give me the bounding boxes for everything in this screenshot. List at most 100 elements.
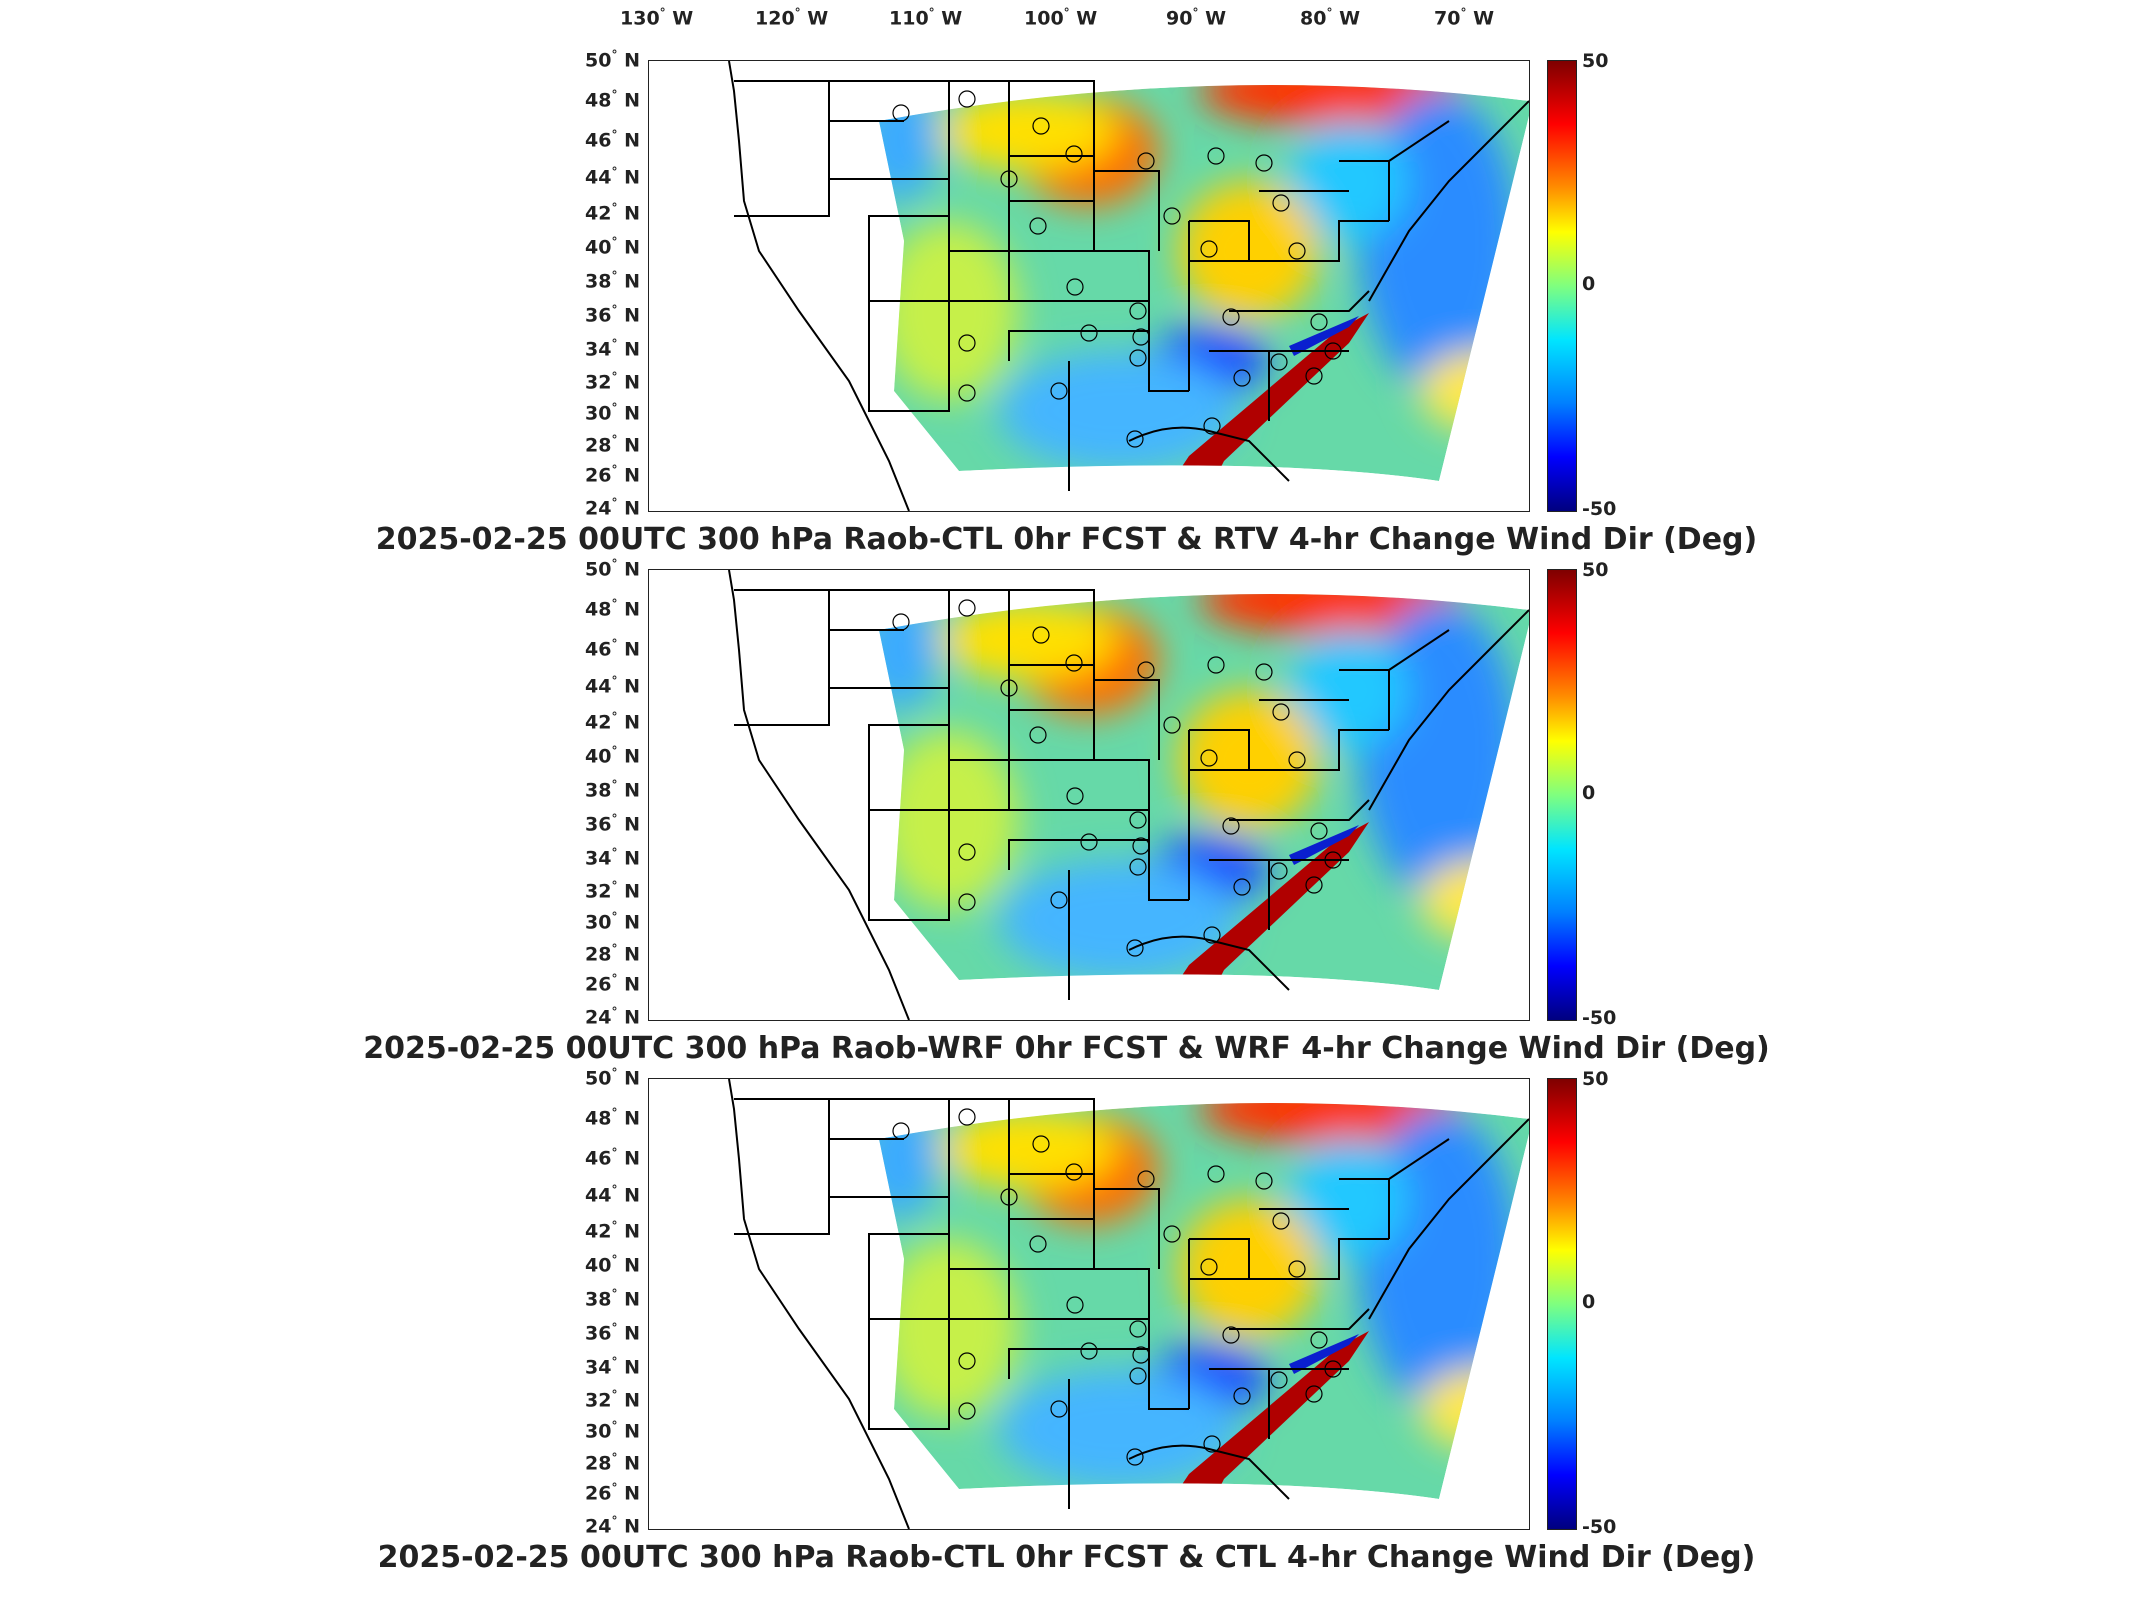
raob-station-marker — [1233, 369, 1251, 387]
panel-title: 2025-02-25 00UTC 300 hPa Raob-WRF 0hr FC… — [363, 1031, 1770, 1066]
raob-station-marker — [1029, 217, 1047, 235]
raob-station-marker — [958, 893, 976, 911]
raob-station-marker — [1126, 430, 1144, 448]
raob-station-marker — [1305, 367, 1323, 385]
raob-station-marker — [892, 104, 910, 122]
raob-station-marker — [1029, 1235, 1047, 1253]
raob-station-marker — [958, 1402, 976, 1420]
lat-label-42n: 42° N — [585, 1219, 640, 1243]
lat-label-30n: 30° N — [585, 1419, 640, 1443]
lat-label-32n: 32° N — [585, 879, 640, 903]
lat-label-30n: 30° N — [585, 910, 640, 934]
lat-label-34n: 34° N — [585, 846, 640, 870]
raob-station-marker — [1050, 382, 1068, 400]
raob-station-marker — [1129, 1367, 1147, 1385]
raob-station-marker — [1129, 349, 1147, 367]
lat-label-34n: 34° N — [585, 1355, 640, 1379]
wind-field-map — [728, 1079, 1529, 1529]
lat-label-46n: 46° N — [585, 637, 640, 661]
raob-station-marker — [1324, 342, 1342, 360]
east-coastline — [1128, 100, 1529, 482]
raob-station-marker — [1310, 822, 1328, 840]
raob-station-marker — [1065, 654, 1083, 672]
lat-label-36n: 36° N — [585, 812, 640, 836]
colorbar-mid-label: 0 — [1582, 273, 1596, 295]
raob-station-marker — [1132, 1346, 1150, 1364]
colorbar-min-label: -50 — [1582, 1516, 1617, 1538]
lat-label-38n: 38° N — [585, 778, 640, 802]
panel-title: 2025-02-25 00UTC 300 hPa Raob-CTL 0hr FC… — [377, 1540, 1756, 1575]
lon-label-90w: 90° W — [1166, 6, 1227, 30]
raob-station-marker — [1126, 1448, 1144, 1466]
raob-station-marker — [958, 1108, 976, 1126]
colorbar-mid-label: 0 — [1582, 782, 1596, 804]
raob-station-marker — [1222, 817, 1240, 835]
colorbar-mid-label: 0 — [1582, 1291, 1596, 1313]
lat-label-50n: 50° N — [585, 1066, 640, 1090]
raob-station-marker — [1029, 726, 1047, 744]
raob-station-marker — [1207, 147, 1225, 165]
lon-label-120w: 120° W — [755, 6, 829, 30]
lat-label-48n: 48° N — [585, 597, 640, 621]
lat-label-26n: 26° N — [585, 972, 640, 996]
wind-field-map — [728, 570, 1529, 1020]
lat-label-28n: 28° N — [585, 1451, 640, 1475]
lat-label-44n: 44° N — [585, 165, 640, 189]
raob-station-marker — [1222, 308, 1240, 326]
raob-station-marker — [1132, 328, 1150, 346]
raob-station-marker — [1270, 862, 1288, 880]
colorbar — [1547, 60, 1577, 512]
lat-label-26n: 26° N — [585, 463, 640, 487]
raob-station-marker — [1310, 313, 1328, 331]
raob-station-marker — [1129, 858, 1147, 876]
state-boundaries — [734, 1098, 1450, 1509]
lat-label-24n: 24° N — [585, 1005, 640, 1029]
raob-station-marker — [1255, 663, 1273, 681]
lat-label-40n: 40° N — [585, 235, 640, 259]
wind-direction-field — [879, 1103, 1529, 1499]
raob-station-marker — [1129, 811, 1147, 829]
map-area — [648, 569, 1530, 1021]
raob-station-marker — [1324, 851, 1342, 869]
lon-label-100w: 100° W — [1024, 6, 1098, 30]
raob-station-marker — [1200, 240, 1218, 258]
raob-station-marker — [1305, 876, 1323, 894]
colorbar-max-label: 50 — [1582, 50, 1609, 72]
west-coastline — [728, 570, 910, 1020]
lat-label-24n: 24° N — [585, 496, 640, 520]
lon-label-70w: 70° W — [1434, 6, 1495, 30]
lat-label-40n: 40° N — [585, 1253, 640, 1277]
wind-field-map — [728, 61, 1529, 511]
east-coastline — [1128, 1118, 1529, 1500]
raob-station-marker — [1000, 170, 1018, 188]
raob-station-marker — [1032, 1135, 1050, 1153]
raob-station-marker — [958, 334, 976, 352]
raob-station-marker — [1080, 1342, 1098, 1360]
raob-station-marker — [1080, 833, 1098, 851]
lat-label-40n: 40° N — [585, 744, 640, 768]
colorbar-max-label: 50 — [1582, 559, 1609, 581]
raob-station-marker — [1000, 679, 1018, 697]
raob-station-marker — [1200, 1258, 1218, 1276]
raob-station-marker — [1137, 1170, 1155, 1188]
lon-label-110w: 110° W — [889, 6, 963, 30]
lat-label-28n: 28° N — [585, 942, 640, 966]
lon-label-130w: 130° W — [620, 6, 694, 30]
raob-station-marker — [1080, 324, 1098, 342]
raob-station-marker — [1000, 1188, 1018, 1206]
raob-station-marker — [1163, 716, 1181, 734]
map-area — [648, 60, 1530, 512]
raob-station-marker — [1065, 1163, 1083, 1181]
lat-label-24n: 24° N — [585, 1514, 640, 1538]
west-coastline — [728, 61, 910, 511]
raob-station-marker — [1203, 1435, 1221, 1453]
raob-station-marker — [958, 599, 976, 617]
lat-label-32n: 32° N — [585, 1388, 640, 1412]
colorbar-max-label: 50 — [1582, 1068, 1609, 1090]
map-area — [648, 1078, 1530, 1530]
raob-station-marker — [1066, 1296, 1084, 1314]
raob-station-marker — [1270, 353, 1288, 371]
lat-label-30n: 30° N — [585, 401, 640, 425]
raob-station-marker — [1126, 939, 1144, 957]
